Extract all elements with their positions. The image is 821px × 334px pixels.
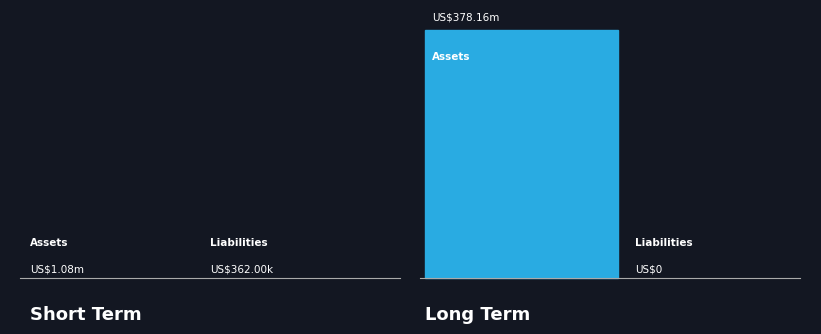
Text: US$0: US$0 (635, 264, 663, 274)
Text: US$1.08m: US$1.08m (30, 264, 84, 274)
Text: Assets: Assets (30, 238, 68, 248)
Text: US$378.16m: US$378.16m (432, 12, 499, 22)
Text: Long Term: Long Term (425, 306, 530, 324)
Text: Liabilities: Liabilities (635, 238, 693, 248)
Bar (425, 30, 618, 278)
Text: Assets: Assets (432, 52, 470, 62)
Text: US$362.00k: US$362.00k (210, 264, 273, 274)
Text: Short Term: Short Term (30, 306, 142, 324)
Text: Liabilities: Liabilities (210, 238, 268, 248)
